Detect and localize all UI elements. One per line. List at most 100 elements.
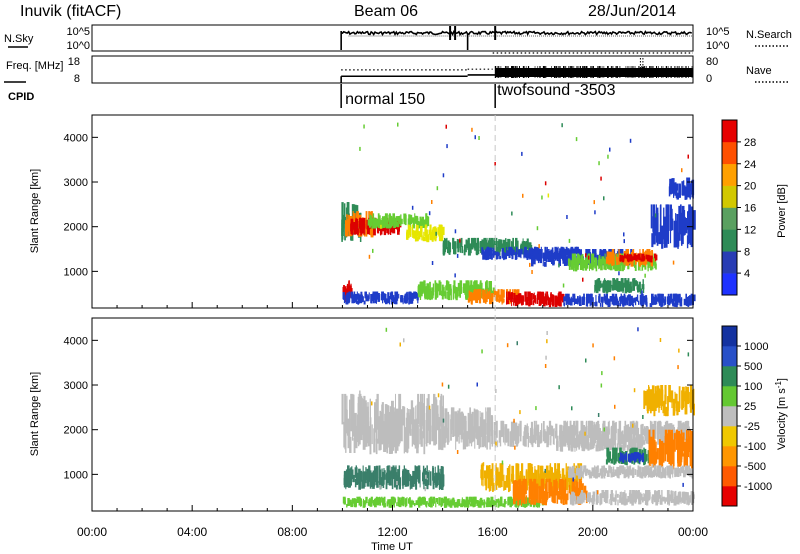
scatter-cell [611, 293, 614, 301]
scatter-cell [384, 413, 386, 438]
scatter-cell [359, 502, 362, 507]
scatter-cell [341, 393, 344, 425]
scatter-speck [431, 200, 433, 204]
scatter-cell [510, 246, 512, 255]
scatter-cell [416, 425, 419, 448]
scatter-cell [651, 421, 653, 440]
scatter-cell [544, 296, 548, 305]
scatter-cell [649, 450, 653, 464]
scatter-cell [677, 466, 679, 473]
scatter-cell [363, 500, 366, 507]
scatter-cell [648, 393, 650, 403]
scatter-cell [593, 437, 596, 444]
scatter-cell [606, 470, 609, 474]
scatter-cell [438, 472, 441, 490]
scatter-cell [603, 439, 606, 446]
scatter-cell [650, 204, 653, 229]
scatter-cell [580, 434, 584, 444]
scatter-cell [510, 498, 514, 506]
scatter-cell [461, 417, 464, 438]
scatter-speck [538, 244, 540, 249]
scatter-cell [382, 498, 384, 506]
scatter-cell [444, 238, 448, 247]
scatter-cell [395, 393, 396, 428]
scatter-cell [490, 293, 494, 304]
scatter-cell [655, 495, 659, 504]
scatter-cell [639, 467, 642, 473]
scatter-cell [621, 455, 623, 460]
scatter-cell [613, 447, 616, 457]
scatter-cell [648, 429, 651, 453]
scatter-cell [492, 478, 494, 492]
scatter-cell [684, 466, 688, 474]
scatter-cell [537, 476, 541, 489]
scatter-cell [599, 468, 603, 476]
scatter-cell [673, 433, 676, 452]
scatter-cell [550, 424, 552, 443]
scatter-cell [341, 219, 344, 236]
scatter-cell [388, 296, 391, 305]
scatter-cell [675, 188, 678, 197]
scatter-speck [385, 327, 388, 332]
scatter-cell [398, 477, 401, 490]
scatter-cell [616, 493, 619, 498]
scatter-cell [583, 494, 586, 501]
scatter-cell [561, 478, 564, 493]
scatter-cell [519, 478, 522, 495]
scatter-cell [342, 292, 345, 300]
scatter-cell [674, 468, 676, 478]
scatter-cell [590, 498, 592, 503]
scatter-cell [375, 496, 378, 503]
scatter-speck [623, 239, 625, 244]
scatter-cell [556, 487, 559, 504]
scatter-speck [481, 349, 483, 354]
scatter-cell [362, 296, 364, 302]
scatter-cell [360, 406, 364, 434]
scatter-cell [670, 490, 673, 500]
scatter-speck [623, 232, 625, 237]
scatter-cell [482, 475, 484, 487]
scatter-cell [684, 301, 687, 306]
scatter-cell [484, 423, 487, 448]
scatter-cell [604, 259, 607, 271]
scatter-cell [439, 281, 442, 291]
scatter-cell [552, 429, 555, 445]
scatter-cell [429, 224, 432, 236]
scatter-cell [406, 412, 410, 434]
scatter-cell [618, 420, 622, 436]
scatter-cell [524, 246, 527, 255]
scatter-cell [506, 250, 509, 257]
scatter-cell [671, 447, 674, 465]
scatter-cell [549, 477, 553, 485]
scatter-cell [650, 401, 652, 414]
scatter-cell [618, 473, 620, 479]
scatter-cell [591, 426, 594, 444]
scatter-cell [615, 253, 617, 262]
scatter-cell [518, 249, 521, 256]
scatter-cell [445, 280, 449, 291]
scatter-cell [672, 467, 674, 474]
scatter-cell [397, 216, 400, 223]
scatter-cell [486, 465, 489, 479]
scatter-cell [343, 214, 345, 229]
scatter-cell [431, 425, 435, 442]
scatter-cell [579, 480, 583, 493]
scatter-speck [544, 468, 546, 473]
scatter-cell [643, 494, 646, 501]
scatter-cell [513, 420, 515, 435]
scatter-cell [360, 225, 362, 236]
scatter-speck [607, 154, 609, 159]
x-tick-label: 00:00 [678, 525, 708, 539]
scatter-cell [361, 420, 363, 441]
scatter-speck [454, 273, 456, 278]
scatter-cell [646, 469, 648, 475]
scatter-cell [365, 496, 368, 504]
scatter-cell [440, 497, 444, 506]
scatter-speck [571, 406, 573, 411]
scatter-cell [542, 296, 546, 307]
scatter-cell [509, 499, 511, 505]
scatter-cell [408, 498, 411, 504]
scatter-cell [424, 283, 426, 298]
scatter-cell [654, 491, 657, 499]
scatter-cell [624, 278, 627, 287]
